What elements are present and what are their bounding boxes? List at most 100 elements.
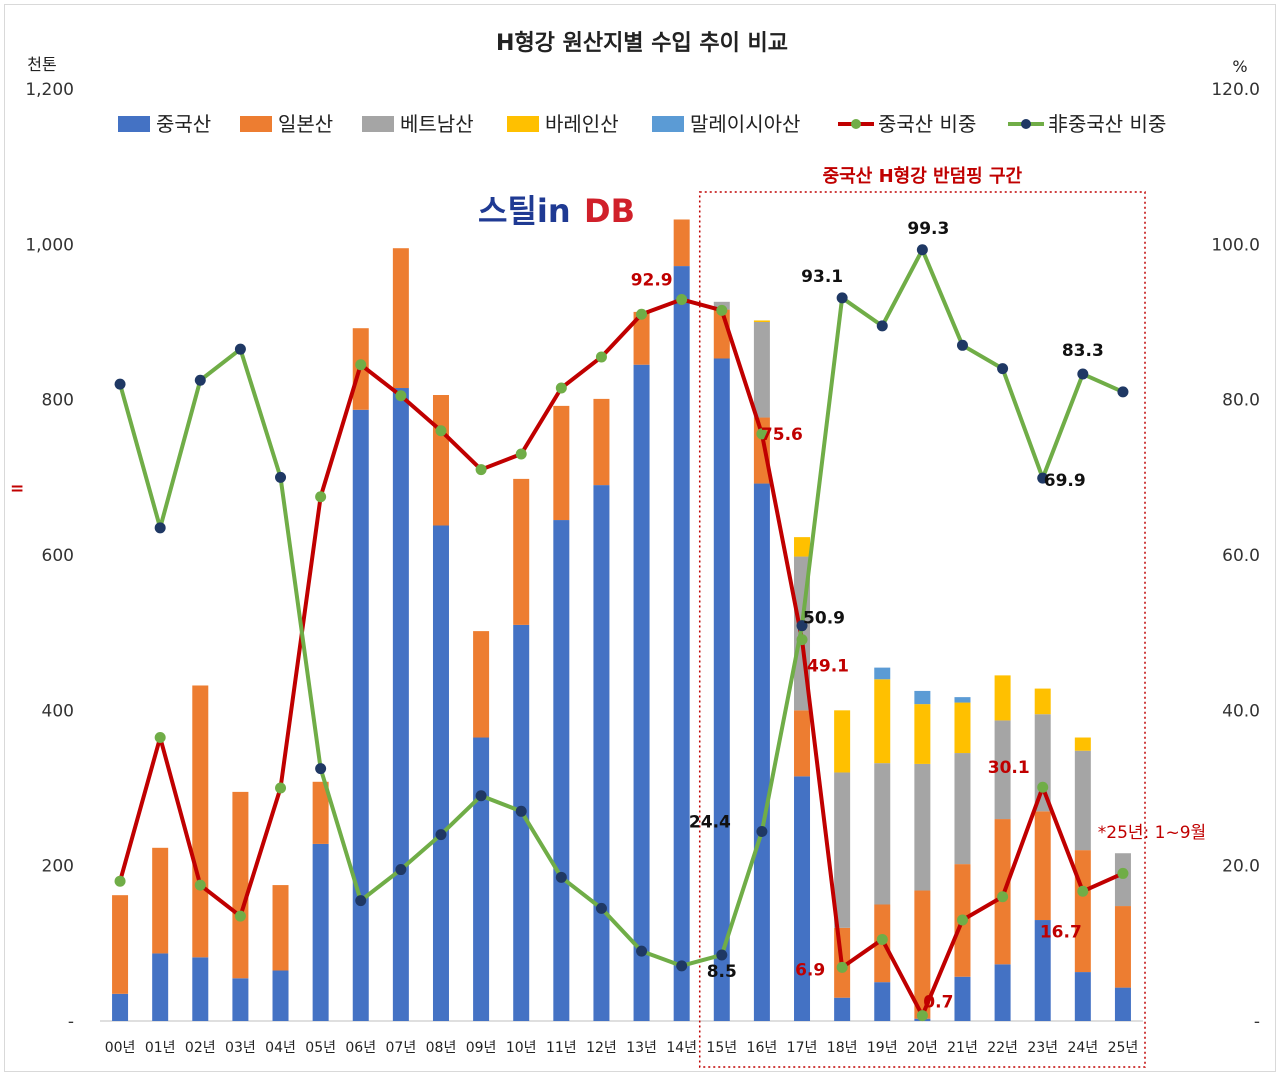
bar-segment: [673, 219, 690, 267]
bar-segment: [312, 781, 329, 844]
non-china-share-label: 99.3: [907, 219, 949, 239]
right-axis-unit: %: [1232, 57, 1247, 76]
non-china-share-point: [676, 960, 688, 972]
bar-segment: [593, 485, 610, 1022]
china-share-point: [1037, 781, 1049, 793]
bar-segment: [954, 976, 971, 1021]
non-china-share-line: [118, 247, 1124, 968]
axes: - 200 400 600 800 1,000 1,200 - 20.0 40.0 60.0 80.0…: [25, 80, 1260, 1056]
legend-label: 非중국산 비중: [1048, 112, 1166, 136]
china-share-point: [636, 308, 648, 320]
left-axis-unit: 천톤: [27, 55, 56, 74]
bar-segment: [312, 843, 329, 1021]
y2-tick-label: 20.0: [1222, 857, 1260, 877]
china-share-point: [956, 914, 968, 926]
bar-segment: [954, 697, 971, 703]
legend-swatch: [652, 116, 684, 132]
china-share-point: [114, 875, 126, 887]
x-tick-label: 00년: [105, 1040, 136, 1056]
bar-segment: [834, 710, 851, 773]
non-china-share-point: [515, 805, 527, 817]
logo-text-db: DB: [584, 192, 635, 230]
china-share-point: [595, 351, 607, 363]
bar-segment: [994, 964, 1011, 1021]
bar-segment: [753, 322, 770, 418]
china-share-point: [916, 1010, 928, 1022]
x-tick-label: 09년: [466, 1040, 497, 1056]
bar-segment: [192, 957, 209, 1021]
logo-text: 스틸in: [478, 192, 571, 230]
y2-tick-label: 80.0: [1222, 391, 1260, 411]
bar-segment: [112, 895, 129, 994]
non-china-share-point: [1117, 386, 1129, 398]
bar-segment: [673, 266, 690, 1022]
legend-swatch: [507, 116, 539, 132]
non-china-share-point: [315, 763, 327, 775]
non-china-share-point: [154, 522, 166, 534]
china-share-point: [716, 304, 728, 316]
china-share-point: [515, 448, 527, 460]
china-share-line: [118, 297, 1124, 1018]
bar-segment: [1074, 850, 1091, 973]
legend: 중국산 일본산 베트남산 바레인산 말레이시아산 중국산 비중 非중국산 비중: [118, 112, 1166, 136]
bar-segment: [914, 763, 931, 891]
china-share-point: [395, 390, 407, 402]
bar-segment: [553, 520, 570, 1021]
non-china-share-point: [355, 895, 367, 907]
x-tick-label: 04년: [265, 1040, 296, 1056]
bar-segment: [874, 667, 891, 680]
bar-segment: [954, 753, 971, 865]
bar-segment: [794, 710, 811, 777]
x-tick-label: 11년: [546, 1040, 577, 1056]
china-share-point: [876, 933, 888, 945]
legend-swatch: [362, 116, 394, 132]
non-china-share-point: [395, 864, 407, 876]
china-share-point: [315, 491, 327, 503]
non-china-share-point: [716, 949, 728, 961]
non-china-share-point: [1077, 368, 1089, 380]
legend-label: 일본산: [278, 112, 333, 136]
x-tick-label: 22년: [987, 1040, 1018, 1056]
bar-segment: [834, 997, 851, 1021]
non-china-share-point: [595, 902, 607, 914]
china-share-point: [1117, 867, 1129, 879]
china-share-point: [676, 293, 688, 305]
china-share-point: [275, 782, 287, 794]
bar-segment: [513, 624, 530, 1021]
bar-segment: [432, 395, 449, 526]
bar-segment: [473, 737, 490, 1021]
bar-segment: [432, 525, 449, 1021]
chart-frame: [4, 4, 1276, 1072]
chart-title: H형강 원산지별 수입 추이 비교: [496, 31, 788, 56]
bar-segment: [513, 478, 530, 625]
y2-tick-label: 40.0: [1222, 701, 1260, 721]
legend-label: 베트남산: [400, 112, 474, 136]
bar-segment: [753, 320, 770, 322]
lines: [114, 244, 1129, 1022]
china-share-label: 92.9: [631, 270, 673, 290]
non-china-share-point: [876, 320, 888, 332]
bar-segment: [794, 776, 811, 1021]
legend-label: 말레이시아산: [690, 112, 800, 136]
china-share-point: [234, 910, 246, 922]
bar-segment: [834, 772, 851, 928]
bar-segment: [914, 690, 931, 705]
bar-segment: [1074, 737, 1091, 751]
x-tick-label: 01년: [145, 1040, 176, 1056]
china-share-point: [555, 382, 567, 394]
china-share-label: 30.1: [988, 758, 1030, 778]
y2-tick-label: 120.0: [1211, 80, 1260, 100]
non-china-share-label: 8.5: [707, 962, 737, 982]
y-tick-label: 1,200: [25, 80, 74, 100]
bar-segment: [1114, 853, 1131, 907]
x-tick-label: 15년: [706, 1040, 737, 1056]
non-china-share-point: [275, 471, 287, 483]
bar-segment: [473, 631, 490, 738]
y-tick-label: 600: [42, 546, 74, 566]
china-share-label: 49.1: [807, 657, 849, 677]
bar-segment: [994, 675, 1011, 721]
legend-marker: [851, 119, 861, 129]
bar-segment: [1074, 972, 1091, 1021]
legend-swatch: [240, 116, 272, 132]
china-share-point: [756, 428, 768, 440]
